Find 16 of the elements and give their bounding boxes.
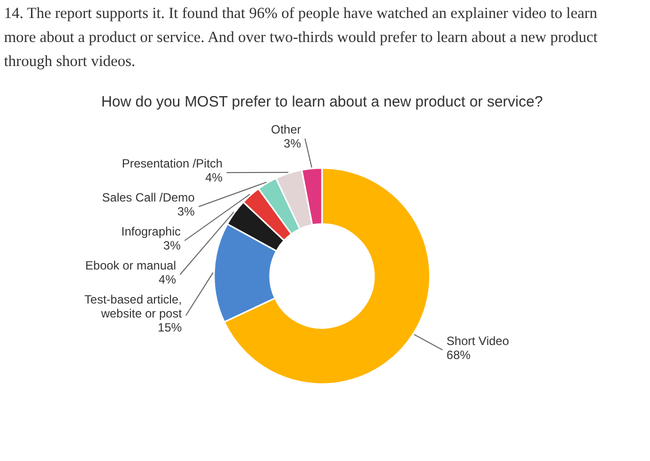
data-label: 15% (158, 320, 182, 335)
text: 14. The report supports it. It found that 96% of people have watched an explainer video to learn more about a product or service. And over two-thirds would prefer to learn about a new product through short videos. (4, 4, 599, 72)
slice-label: Ebook or manual (85, 258, 176, 273)
slice-label: Short Video (446, 334, 510, 348)
slice-label: Infographic (121, 224, 181, 239)
data-label: 68% (446, 348, 471, 362)
slice-label: Sales Call /Demo (102, 190, 196, 205)
data-label: 3% (177, 204, 196, 219)
data-label: 3% (163, 238, 181, 253)
data-label: 4% (158, 272, 176, 287)
chart-title: How do you MOST prefer to learn about a new product or service? (101, 94, 543, 111)
data-label: 3% (284, 136, 302, 151)
slice-label: Other (270, 122, 302, 137)
slice-label: Presentation /Pitch (122, 156, 223, 171)
slice-label: Test-based article, website or post (84, 292, 182, 321)
data-label: 4% (205, 170, 223, 185)
